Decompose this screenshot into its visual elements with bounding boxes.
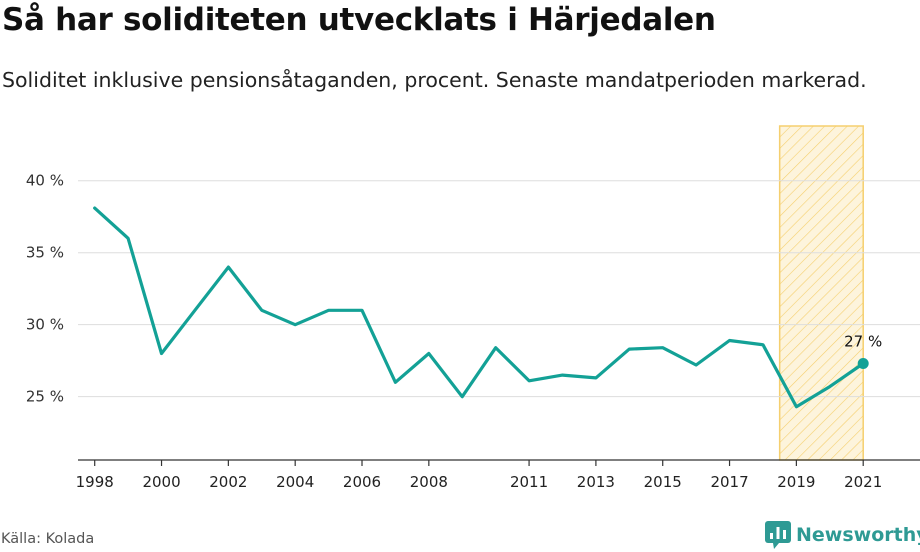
newsworthy-logo-icon — [765, 521, 791, 549]
y-tick-label: 30 % — [26, 316, 64, 334]
x-tick-label: 1998 — [76, 473, 114, 491]
x-tick-label: 2000 — [142, 473, 180, 491]
highlight-band — [778, 125, 864, 461]
source-note: Källa: Kolada — [1, 531, 95, 547]
y-tick-label: 40 % — [26, 172, 64, 190]
x-tick-label: 2013 — [577, 473, 615, 491]
chart-subtitle: Soliditet inklusive pensionsåtaganden, p… — [2, 68, 867, 92]
x-tick-label: 2019 — [777, 473, 815, 491]
y-tick-label: 35 % — [26, 244, 64, 262]
x-tick-label: 2011 — [510, 473, 548, 491]
x-tick-label: 2017 — [710, 473, 748, 491]
x-tick-label: 2008 — [410, 473, 448, 491]
end-value-label: 27 % — [844, 333, 882, 351]
x-tick-label: 2021 — [844, 473, 882, 491]
end-point — [857, 358, 869, 370]
x-tick-label: 2002 — [209, 473, 247, 491]
x-tick-label: 2015 — [644, 473, 682, 491]
series-line — [93, 206, 865, 409]
brand-name: Newsworthy — [796, 524, 920, 546]
y-tick-label: 25 % — [26, 388, 64, 406]
brand-logo: Newsworthy — [765, 520, 920, 550]
x-tick-label: 2004 — [276, 473, 314, 491]
x-tick-label: 2006 — [343, 473, 381, 491]
chart-title: Så har soliditeten utvecklats i Härjedal… — [2, 2, 716, 38]
